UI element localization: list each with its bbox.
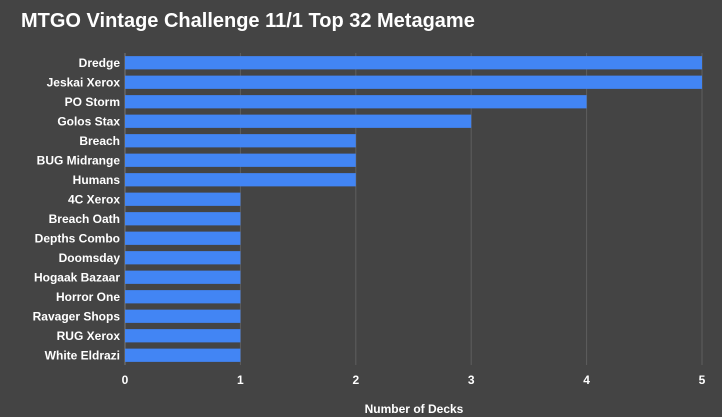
x-tick-label: 3 bbox=[468, 373, 475, 387]
chart-title: MTGO Vintage Challenge 11/1 Top 32 Metag… bbox=[21, 10, 475, 32]
category-label: Hogaak Bazaar bbox=[34, 270, 120, 284]
bar bbox=[125, 173, 356, 187]
category-label: Jeskai Xerox bbox=[47, 75, 121, 89]
bars bbox=[125, 56, 702, 362]
bar bbox=[125, 251, 241, 265]
bar bbox=[125, 153, 356, 167]
bar bbox=[125, 329, 241, 343]
bar bbox=[125, 192, 241, 206]
category-label: Depths Combo bbox=[35, 231, 120, 245]
category-label: Doomsday bbox=[59, 251, 121, 265]
bar bbox=[125, 114, 472, 128]
category-label: 4C Xerox bbox=[68, 192, 120, 206]
bar bbox=[125, 231, 241, 245]
bar bbox=[125, 95, 587, 109]
category-label: PO Storm bbox=[65, 95, 120, 109]
category-label: Dredge bbox=[79, 56, 121, 70]
bar bbox=[125, 290, 241, 304]
category-label: Horror One bbox=[56, 290, 120, 304]
x-axis-title: Number of Decks bbox=[365, 402, 464, 416]
x-tick-label: 1 bbox=[237, 373, 244, 387]
bar bbox=[125, 270, 241, 284]
category-label: White Eldrazi bbox=[45, 348, 120, 362]
bar bbox=[125, 212, 241, 226]
x-tick-label: 0 bbox=[122, 373, 129, 387]
bar bbox=[125, 134, 356, 148]
category-label: Breach bbox=[79, 134, 120, 148]
category-label: RUG Xerox bbox=[57, 329, 121, 343]
x-tick-label: 2 bbox=[352, 373, 359, 387]
category-labels: Dredge Jeskai Xerox PO Storm Golos Stax Brea… bbox=[33, 56, 121, 363]
bar bbox=[125, 56, 702, 70]
category-label: Breach Oath bbox=[49, 212, 120, 226]
bar bbox=[125, 309, 241, 323]
category-label: Humans bbox=[73, 173, 121, 187]
category-label: Golos Stax bbox=[57, 114, 120, 128]
bar bbox=[125, 75, 702, 89]
x-tick-label: 5 bbox=[699, 373, 706, 387]
x-tick-label: 4 bbox=[583, 373, 590, 387]
category-label: BUG Midrange bbox=[37, 153, 121, 167]
x-tick-labels: 0 1 2 3 4 5 bbox=[122, 373, 706, 387]
category-label: Ravager Shops bbox=[33, 309, 121, 323]
bar bbox=[125, 348, 241, 362]
